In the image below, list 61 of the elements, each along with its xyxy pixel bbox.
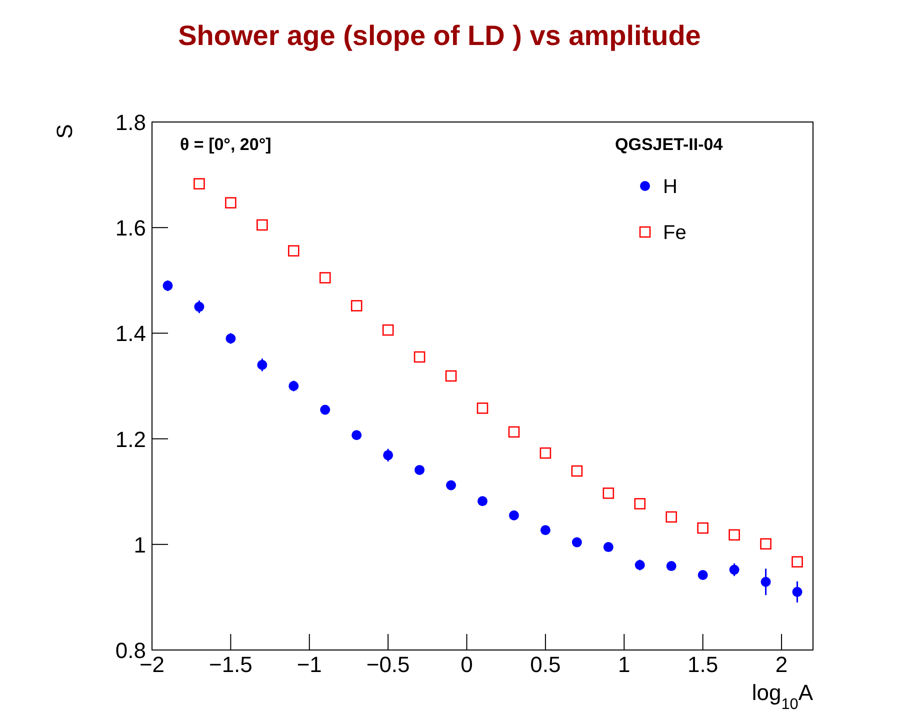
x-tick-label: −1 [296, 652, 322, 677]
point [602, 488, 614, 499]
point [414, 464, 425, 475]
point [508, 426, 520, 438]
point [319, 272, 331, 284]
y-tick-label: 1.4 [115, 321, 146, 346]
point [350, 300, 362, 312]
point [476, 402, 488, 414]
point [697, 522, 708, 534]
point [257, 360, 268, 370]
point [572, 537, 582, 548]
point [162, 280, 173, 291]
point [352, 430, 362, 440]
point [603, 542, 614, 552]
x-tick-label: 1 [618, 652, 630, 677]
legend-label: Fe [663, 222, 686, 244]
x-tick-label: 0 [460, 652, 473, 677]
point [540, 525, 550, 536]
x-tick-label: 2 [775, 652, 788, 677]
point [666, 561, 676, 572]
point [792, 556, 803, 568]
point [225, 197, 236, 208]
point [382, 324, 394, 336]
point [760, 538, 772, 550]
point [478, 496, 488, 506]
point [446, 480, 456, 490]
point [634, 560, 645, 570]
point [445, 370, 457, 382]
x-tick-label: 1.5 [688, 652, 718, 677]
legend-title: QGSJET-II-04 [615, 135, 724, 154]
x-axis-title: log$_{10}$A [752, 680, 814, 712]
point [666, 511, 678, 523]
point [540, 447, 552, 459]
point [760, 576, 771, 587]
point [728, 529, 740, 541]
point [792, 586, 802, 597]
point [256, 219, 268, 231]
legend-label: H [663, 176, 678, 198]
x-tick-label: −1.5 [208, 652, 252, 677]
chart-title: Shower age (slope of LD ) vs amplitude [178, 20, 701, 51]
y-tick-label: 1 [134, 532, 146, 558]
point [729, 564, 740, 575]
y-axis-title: S [52, 124, 77, 139]
point [288, 245, 300, 256]
x-tick-label: 0.5 [530, 652, 561, 677]
point [320, 404, 330, 415]
x-tick-label: −0.5 [366, 652, 410, 677]
y-tick-label: 1.2 [115, 426, 146, 452]
point [698, 570, 708, 580]
point [194, 302, 204, 312]
point [226, 333, 236, 344]
point [194, 178, 205, 190]
point [383, 450, 394, 460]
annotation: θ = [0°, 20°] [180, 135, 272, 154]
point [414, 351, 426, 363]
point [634, 498, 646, 510]
y-tick-label: 1.6 [115, 216, 146, 241]
y-tick-label: 1.8 [115, 110, 146, 135]
point [508, 510, 519, 520]
point [288, 381, 299, 391]
point [571, 465, 583, 477]
